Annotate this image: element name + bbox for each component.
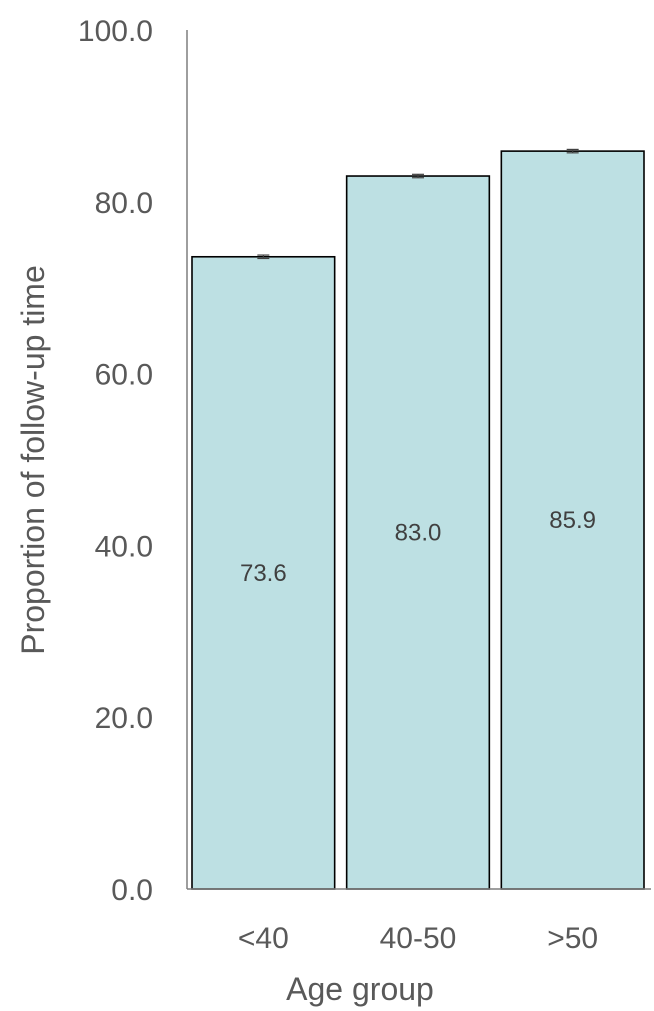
y-tick-label: 20.0 <box>95 702 153 735</box>
x-tick-label: <40 <box>238 922 289 955</box>
x-tick-label: 40-50 <box>380 922 457 955</box>
y-tick-label: 80.0 <box>95 187 153 220</box>
bars-layer: 73.6 83.0 85.9 <box>191 148 645 890</box>
bar-value-label: 73.6 <box>240 560 287 587</box>
error-bar <box>412 173 424 179</box>
y-tick-label: 100.0 <box>78 15 153 48</box>
bar <box>191 255 336 890</box>
bar <box>500 150 645 890</box>
x-tick-label: >50 <box>547 922 598 955</box>
error-bar <box>257 254 270 260</box>
y-tick-label: 60.0 <box>95 359 153 392</box>
x-axis-title: Age group <box>286 971 434 1007</box>
y-tick-label: 0.0 <box>111 874 153 907</box>
y-tick-labels: 0.0 20.0 40.0 60.0 80.0 100.0 <box>78 15 153 907</box>
bar-value-label: 85.9 <box>549 507 596 534</box>
y-axis-title: Proportion of follow-up time <box>15 265 51 655</box>
x-tick-labels: <40 40-50 >50 <box>238 922 598 955</box>
error-bar <box>566 148 579 154</box>
axes-layer <box>186 30 651 890</box>
y-tick-label: 40.0 <box>95 530 153 563</box>
bar-value-label: 83.0 <box>395 520 442 547</box>
